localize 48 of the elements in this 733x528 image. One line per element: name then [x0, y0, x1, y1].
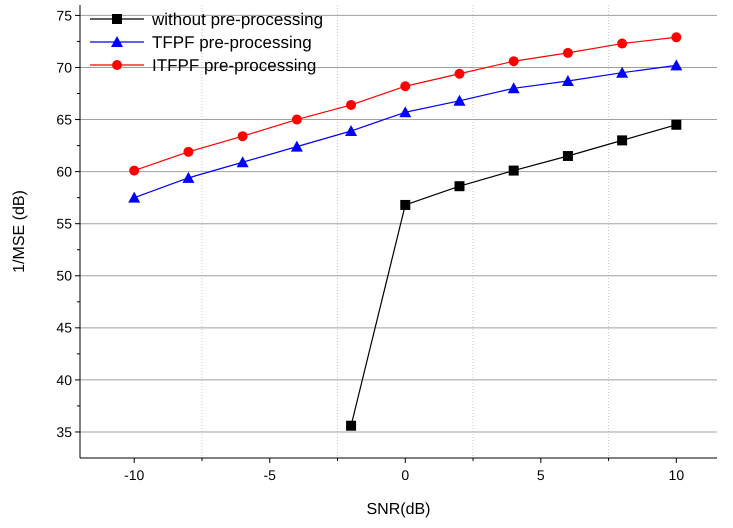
point [290, 140, 303, 152]
y-tick-label: 60 [56, 164, 72, 180]
y-tick-label: 35 [56, 424, 72, 440]
point [454, 181, 464, 192]
x-tick-label: -5 [264, 467, 276, 483]
point [508, 166, 519, 176]
point [562, 75, 574, 86]
y-tick-label: 65 [56, 111, 72, 128]
point [671, 120, 682, 130]
point [671, 32, 682, 42]
point [128, 192, 140, 203]
point [183, 146, 194, 157]
point [616, 66, 628, 78]
x-tick-label: 5 [536, 467, 545, 483]
point [346, 100, 356, 110]
point [399, 106, 412, 118]
point [454, 68, 464, 79]
x-tick-label: 10 [668, 467, 684, 483]
x-tick-label: -10 [124, 467, 145, 483]
y-tick-label: 40 [56, 372, 72, 388]
legend-label: TFPF pre-processing [152, 32, 312, 52]
point [617, 38, 628, 49]
legend-label: without pre-processing [151, 10, 324, 29]
point [562, 48, 573, 58]
x-axis-title: SNR(dB) [366, 501, 431, 518]
point [400, 200, 410, 210]
point [617, 135, 628, 146]
y-tick-label: 50 [56, 268, 72, 284]
y-axis-title: 1/MSE (dB) [11, 190, 28, 273]
point [182, 172, 194, 183]
point [292, 114, 302, 125]
x-tick-label: 0 [401, 467, 410, 483]
point [129, 166, 140, 176]
point [345, 125, 358, 136]
y-tick-label: 45 [56, 320, 72, 336]
point [453, 94, 466, 106]
y-tick-label: 55 [56, 216, 72, 232]
point [508, 56, 519, 66]
y-tick-label: 70 [56, 59, 72, 76]
legend-label: ITFPF pre-processing [152, 56, 316, 75]
point [670, 59, 682, 70]
point [236, 156, 249, 168]
point [400, 81, 410, 92]
point [346, 420, 356, 431]
point [238, 131, 248, 142]
point [508, 82, 520, 94]
point [562, 151, 573, 161]
y-tick-label: 75 [56, 7, 72, 24]
